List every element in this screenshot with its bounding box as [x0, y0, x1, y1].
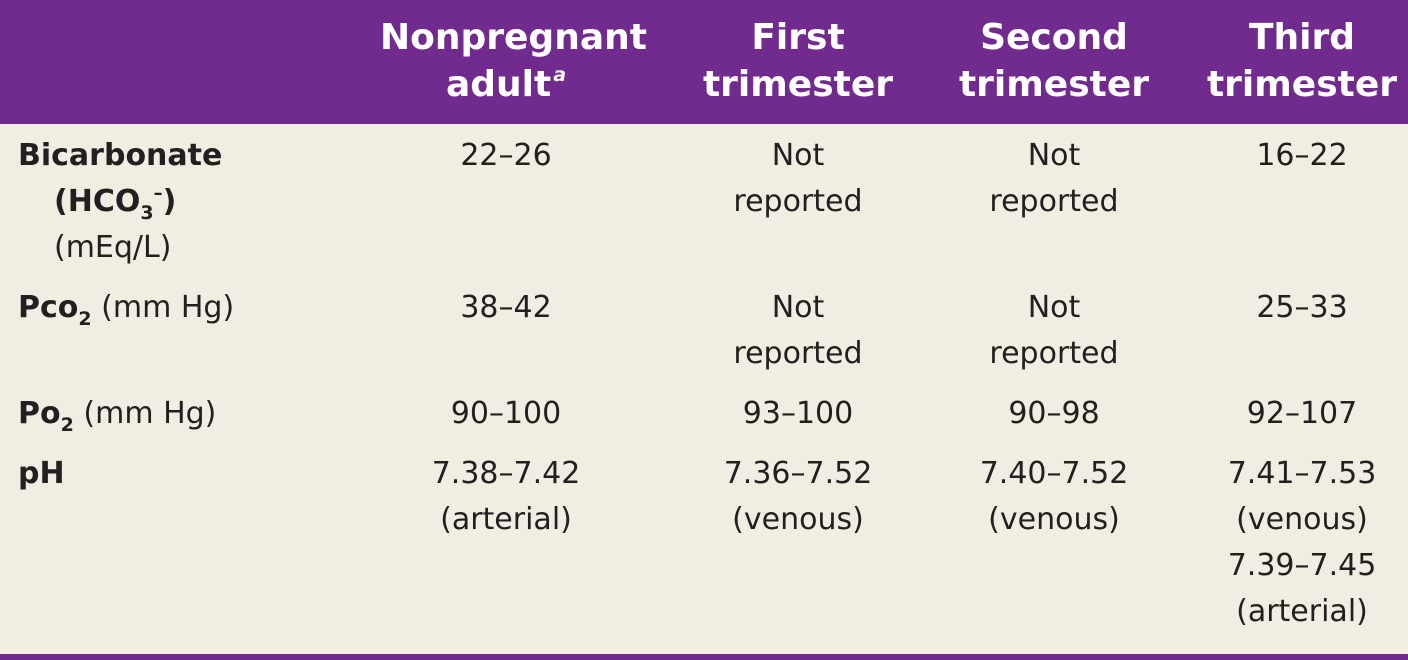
pco2-second-l1: Not [1027, 290, 1081, 325]
bicarbonate-first: Not reported [676, 133, 920, 225]
bicarbonate-second-l2: reported [989, 184, 1119, 219]
row-label-ph: pH [18, 456, 65, 491]
header-nonpregnant-adult: Nonpregnant adult a [380, 14, 647, 108]
bicarbonate-label: Bicarbonate [18, 138, 223, 173]
header-second-line2: trimester [958, 64, 1150, 105]
hco-close: ) [162, 184, 177, 219]
bicarbonate-nonpregnant: 22–26 [460, 138, 552, 173]
pco2-second: Not reported [936, 285, 1172, 377]
pco2-first: Not reported [676, 285, 920, 377]
ph-third-l1: 7.41–7.53 [1227, 456, 1377, 491]
ph-second: 7.40–7.52 (venous) [936, 451, 1172, 543]
row-label-po2: Po2 (mm Hg) [18, 391, 216, 437]
header-nonpregnant-line1: Nonpregnant [380, 17, 647, 58]
footnote-marker: a [553, 64, 567, 86]
ph-first-l1: 7.36–7.52 [723, 456, 873, 491]
hco-superscript: – [153, 183, 163, 204]
header-nonpregnant-line2: adult [445, 64, 552, 105]
ph-nonpregnant-l2: (arterial) [440, 502, 572, 537]
hco-text: (HCO [54, 184, 141, 219]
hco-subscript: 3 [140, 202, 154, 224]
ph-second-l1: 7.40–7.52 [979, 456, 1129, 491]
po2-nonpregnant: 90–100 [450, 396, 562, 431]
pco2-second-l2: reported [989, 336, 1119, 371]
bottom-rule [0, 654, 1408, 660]
po2-label: Po [18, 396, 61, 431]
bicarbonate-second-l1: Not [1027, 138, 1081, 173]
header-first-line1: First [751, 17, 845, 58]
ph-first: 7.36–7.52 (venous) [676, 451, 920, 543]
pco2-first-l1: Not [771, 290, 825, 325]
ph-third-l4: (arterial) [1236, 594, 1368, 629]
header-third-trimester: Third trimester [1196, 14, 1408, 108]
header-third-line2: trimester [1206, 64, 1398, 105]
table-header: Nonpregnant adult a First trimester Secon… [0, 0, 1408, 124]
row-label-pco2: Pco2 (mm Hg) [18, 285, 234, 331]
po2-first: 93–100 [742, 396, 854, 431]
ph-third: 7.41–7.53 (venous) 7.39–7.45 (arterial) [1196, 451, 1408, 635]
ph-nonpregnant: 7.38–7.42 (arterial) [380, 451, 632, 543]
po2-subscript: 2 [60, 414, 74, 436]
ph-third-l2: (venous) [1236, 502, 1368, 537]
header-second-trimester: Second trimester [936, 14, 1172, 108]
pco2-subscript: 2 [78, 308, 92, 330]
bicarbonate-first-l2: reported [733, 184, 863, 219]
pco2-label: Pco [18, 290, 79, 325]
ph-third-l3: 7.39–7.45 [1227, 548, 1377, 583]
bicarbonate-first-l1: Not [771, 138, 825, 173]
header-first-trimester: First trimester [676, 14, 920, 108]
bicarbonate-unit: (mEq/L) [54, 230, 172, 265]
header-second-line1: Second [980, 17, 1128, 58]
header-first-line2: trimester [702, 64, 894, 105]
pco2-first-l2: reported [733, 336, 863, 371]
header-third-line1: Third [1248, 17, 1356, 58]
ph-nonpregnant-l1: 7.38–7.42 [431, 456, 581, 491]
bicarbonate-third: 16–22 [1256, 138, 1348, 173]
pco2-nonpregnant: 38–42 [460, 290, 552, 325]
po2-unit: (mm Hg) [83, 396, 217, 431]
bicarbonate-formula: (HCO3–) [18, 179, 222, 225]
po2-second: 90–98 [1008, 396, 1100, 431]
po2-third: 92–107 [1246, 396, 1358, 431]
pco2-third: 25–33 [1256, 290, 1348, 325]
bicarbonate-second: Not reported [936, 133, 1172, 225]
pco2-unit: (mm Hg) [101, 290, 235, 325]
ph-first-l2: (venous) [732, 502, 864, 537]
row-label-bicarbonate: Bicarbonate (HCO3–) (mEq/L) [18, 133, 222, 271]
ph-second-l2: (venous) [988, 502, 1120, 537]
